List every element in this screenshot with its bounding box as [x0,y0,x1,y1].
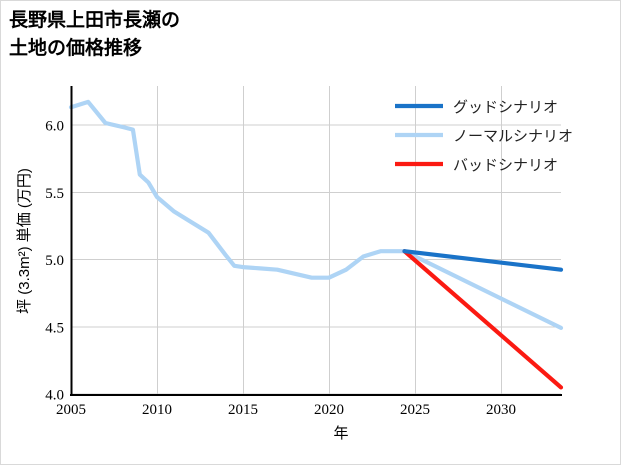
page-title: 長野県上田市長瀬の 土地の価格推移 [9,10,181,59]
x-tick-label: 2005 [56,402,86,418]
x-tick-label: 2020 [314,402,344,418]
y-tick-label: 5.5 [45,186,64,202]
chart-legend: グッドシナリオ ノーマルシナリオ バッドシナリオ [395,99,573,174]
x-tick-labels: 2005 2010 2015 2020 2025 2030 [56,402,516,418]
y-tick-labels: 4.0 4.5 5.0 5.5 6.0 [45,119,64,404]
y-tick-label: 5.0 [45,253,64,269]
x-tick-label: 2030 [486,402,516,418]
x-tick-label: 2025 [400,402,430,418]
legend-label-bad: バッドシナリオ [453,158,558,174]
legend-label-good: グッドシナリオ [453,99,558,116]
x-tick-label: 2015 [228,402,258,418]
y-axis-title: 坪 (3.3m²) 単価 (万円) [16,168,33,314]
x-gridlines [71,86,502,394]
x-tick-label: 2010 [142,402,172,418]
y-tick-label: 6.0 [45,119,64,135]
legend-label-normal: ノーマルシナリオ [453,129,573,145]
x-axis-title: 年 [333,425,348,442]
series-line-good-scenario [402,249,564,272]
series-line-normal-scenario [402,249,564,330]
y-tick-label: 4.5 [45,320,64,336]
series-line-historical [68,99,407,280]
y-tick-label: 4.0 [45,388,64,404]
series-line-bad-scenario [402,249,564,390]
